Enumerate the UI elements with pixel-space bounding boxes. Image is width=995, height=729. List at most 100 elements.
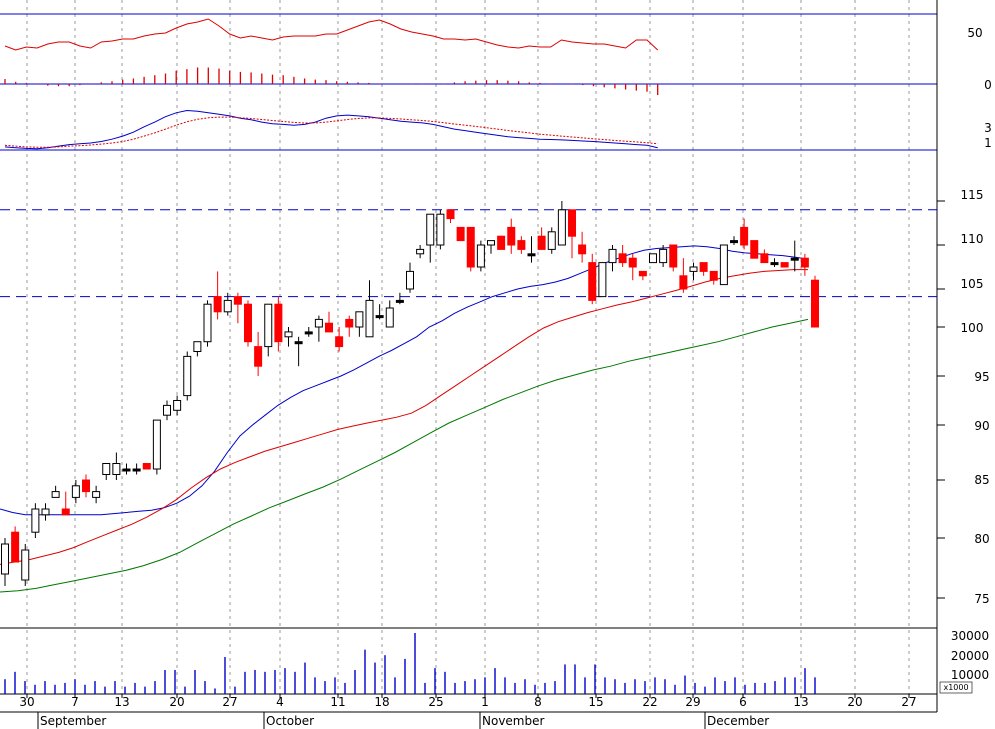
candle-body [294, 341, 303, 345]
x-day-label: 13 [793, 695, 808, 709]
osc-tick-label: 50 [967, 26, 982, 40]
grid-layer [0, 0, 945, 729]
volume-unit-label: x1000 [943, 683, 968, 692]
candle-body [487, 240, 495, 246]
candle-body [284, 331, 293, 338]
candle-body [436, 213, 445, 246]
candle-body [780, 262, 789, 268]
x-day-label: 20 [847, 695, 862, 709]
candle-body [233, 296, 242, 305]
candle-body [456, 226, 465, 242]
candle-body [163, 404, 171, 416]
candle-body [527, 253, 536, 257]
candle-body [122, 468, 131, 472]
candle-body [385, 307, 394, 328]
x-day-label: 13 [114, 695, 129, 709]
candle-body [193, 341, 202, 353]
candle-body [335, 336, 344, 348]
candle-body [406, 270, 414, 290]
candle-body [314, 318, 323, 328]
osc-tick-label: 0 [984, 78, 992, 92]
candle-body [578, 244, 587, 255]
volume-tick-label: 10000 [951, 668, 989, 682]
x-day-label: 1 [481, 695, 489, 709]
price-tick-label: 100 [961, 321, 984, 335]
candle-body [638, 270, 647, 277]
x-day-label: 11 [330, 695, 345, 709]
x-day-label: 4 [276, 695, 284, 709]
x-day-label: 27 [222, 695, 237, 709]
candle-body [598, 262, 607, 298]
macd-signal-line [4, 116, 658, 148]
candle-body [112, 463, 121, 475]
osc-line [4, 18, 659, 51]
price-tick-label: 95 [974, 370, 989, 384]
candle-body [497, 235, 506, 250]
macd-panel [4, 109, 658, 150]
x-day-label: 8 [534, 695, 542, 709]
macd-tick-label: 3 [984, 121, 992, 135]
candle-body [1, 543, 9, 575]
candle-body [709, 270, 718, 281]
x-day-label: 30 [19, 695, 34, 709]
volume-tick-label: 20000 [951, 649, 989, 663]
candle-body [82, 479, 90, 493]
candle-body [669, 244, 678, 268]
candle-body [102, 463, 111, 475]
oscillator-panel [4, 18, 659, 95]
x-month-label: September [40, 714, 106, 728]
volume-panel [4, 633, 816, 694]
candle-body [770, 262, 779, 266]
candle-body [183, 355, 192, 397]
price-tick-label: 115 [961, 188, 984, 202]
candle-body [466, 226, 475, 268]
candle-body [71, 485, 80, 498]
macd-tick-label: 1 [984, 136, 992, 150]
candle-body [618, 253, 627, 264]
price-panel [0, 201, 937, 593]
candle-body [142, 463, 151, 470]
price-tick-label: 85 [974, 473, 989, 487]
candle-body [375, 315, 384, 319]
volume-tick-label: 30000 [951, 629, 989, 643]
candle-body [223, 299, 232, 313]
price-tick-label: 75 [974, 592, 989, 606]
x-day-label: 15 [588, 695, 603, 709]
y-axis: 50 0 3 1 115 110 105 100 95 90 85 80 75 … [939, 26, 992, 694]
moving-average-red [0, 269, 808, 565]
candle-body [426, 213, 435, 246]
candle-body [244, 303, 252, 343]
price-tick-label: 105 [961, 277, 984, 291]
macd-line [4, 109, 658, 150]
x-day-label: 20 [169, 695, 184, 709]
candle-body [274, 303, 283, 343]
candle-body [568, 209, 576, 237]
candle-body [628, 257, 637, 268]
candle-body [173, 400, 182, 411]
candle-body [588, 262, 597, 301]
candle-body [507, 226, 516, 246]
x-day-label: 6 [739, 695, 747, 709]
candle-body [416, 248, 425, 255]
moving-average-green [0, 318, 809, 593]
candle-body [203, 303, 212, 343]
candle-body [254, 346, 263, 367]
candle-body [730, 240, 738, 244]
candle-body [659, 248, 668, 264]
candle-body [760, 253, 769, 264]
candle-body [355, 311, 364, 328]
x-day-label: 27 [901, 695, 916, 709]
candle-body [264, 303, 273, 348]
x-day-label: 22 [642, 695, 657, 709]
x-month-label: October [266, 714, 314, 728]
candle-body [132, 468, 141, 472]
candle-body [213, 296, 222, 313]
candle-body [811, 279, 819, 328]
candle-body [740, 226, 749, 246]
candle-body [61, 508, 70, 516]
x-day-label: 25 [428, 695, 443, 709]
candle-body [537, 235, 546, 250]
price-tick-label: 80 [974, 532, 989, 546]
candle-body [608, 248, 617, 264]
